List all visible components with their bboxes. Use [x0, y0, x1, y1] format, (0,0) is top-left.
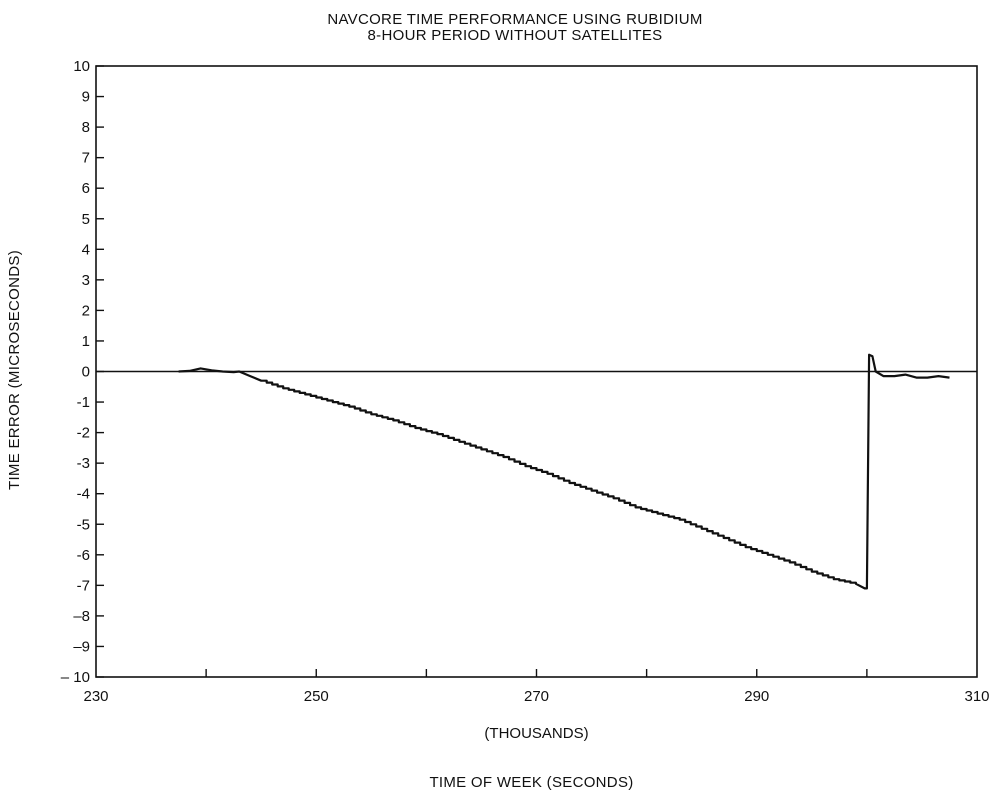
y-tick-label: -3	[77, 455, 90, 472]
y-tick-label: -7	[77, 577, 90, 594]
x-tick-label: 310	[964, 688, 989, 705]
y-tick-label: 10	[73, 58, 90, 75]
x-axis-label: TIME OF WEEK (SECONDS)	[429, 774, 634, 791]
x-axis-unit: (THOUSANDS)	[484, 725, 589, 742]
y-tick-label: 0	[82, 364, 90, 381]
y-tick-label: -2	[77, 425, 90, 442]
y-tick-label: 2	[82, 302, 90, 319]
y-tick-label: 5	[82, 211, 90, 228]
y-tick-label: –8	[73, 608, 90, 625]
chart-title: NAVCORE TIME PERFORMANCE USING RUBIDIUM	[327, 11, 703, 28]
x-tick-label: 270	[524, 688, 549, 705]
x-axis-ticks: 230 250 270 290 310	[83, 669, 990, 705]
chart-subtitle: 8-HOUR PERIOD WITHOUT SATELLITES	[367, 27, 663, 44]
y-tick-label: -5	[77, 516, 90, 533]
y-tick-label: 7	[82, 150, 90, 167]
x-tick-label: 230	[83, 688, 108, 705]
x-tick-label: 290	[744, 688, 769, 705]
y-tick-label: 4	[82, 241, 90, 258]
y-tick-label: –9	[73, 638, 90, 655]
y-tick-label: 6	[82, 180, 90, 197]
x-tick-label: 250	[304, 688, 329, 705]
series-line	[178, 353, 950, 590]
y-tick-label: -4	[77, 486, 90, 503]
y-tick-label: -6	[77, 547, 90, 564]
y-tick-label: – 10	[61, 669, 90, 686]
y-tick-label: 9	[82, 89, 90, 106]
y-tick-label: -1	[77, 394, 90, 411]
y-tick-label: 3	[82, 272, 90, 289]
y-tick-label: 1	[82, 333, 90, 350]
y-tick-label: 8	[82, 119, 90, 136]
